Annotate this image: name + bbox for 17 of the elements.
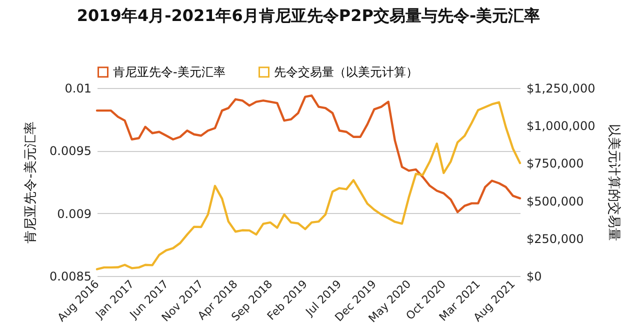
legend-label: 先令交易量（以美元计算）	[274, 65, 418, 80]
y2-tick-label: $500,000	[526, 194, 584, 208]
y-tick-label: 0.009	[57, 206, 92, 221]
y2-tick-label: $250,000	[526, 232, 584, 246]
y2-tick-label: $1,250,000	[526, 82, 596, 96]
y2-tick-label: $750,000	[526, 156, 584, 171]
line-series	[96, 94, 522, 214]
line-series	[96, 101, 522, 270]
y2-tick-label: $0	[526, 270, 542, 284]
y2-axis-title: 以美元计算的交易量	[606, 124, 622, 241]
y-tick-label: 0.0095	[50, 144, 92, 158]
y-tick-label: 0.01	[64, 82, 92, 96]
legend-label: 肯尼亚先令-美元汇率	[113, 65, 226, 80]
y-tick-label: 0.0085	[50, 270, 92, 284]
y2-tick-label: $1,000,000	[526, 119, 596, 134]
y-axis-title: 肯尼亚先令-美元汇率	[22, 122, 39, 244]
chart-title: 2019年4月-2021年6月肯尼亚先令P2P交易量与先令-美元汇率	[76, 6, 540, 25]
